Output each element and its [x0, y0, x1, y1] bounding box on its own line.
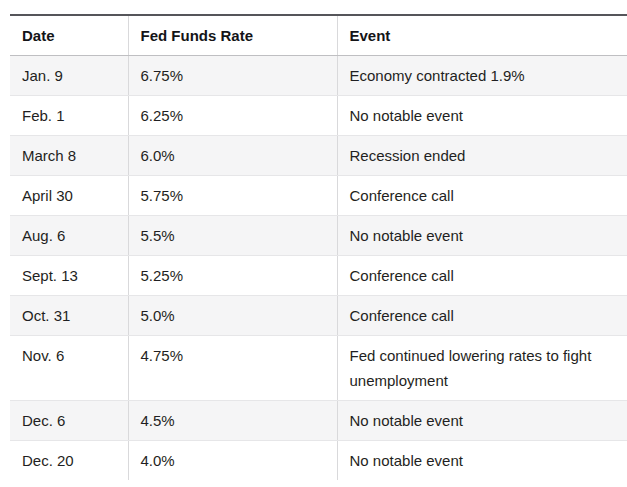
column-header-date: Date: [10, 15, 128, 56]
event-cell: Conference call: [337, 296, 627, 336]
date-cell: Dec. 6: [10, 401, 128, 441]
rate-cell: 5.0%: [128, 296, 337, 336]
rate-cell: 4.5%: [128, 401, 337, 441]
date-cell: Aug. 6: [10, 216, 128, 256]
date-cell: Oct. 31: [10, 296, 128, 336]
event-cell: Recession ended: [337, 136, 627, 176]
date-cell: Jan. 9: [10, 56, 128, 96]
date-cell: Feb. 1: [10, 96, 128, 136]
rate-cell: 4.75%: [128, 336, 337, 401]
table-header: Date Fed Funds Rate Event: [10, 15, 627, 56]
rates-table: Date Fed Funds Rate Event Jan. 9 6.75% E…: [10, 14, 627, 480]
table-row: Jan. 9 6.75% Economy contracted 1.9%: [10, 56, 627, 96]
date-cell: Dec. 20: [10, 441, 128, 481]
column-header-event: Event: [337, 15, 627, 56]
date-cell: April 30: [10, 176, 128, 216]
event-cell: No notable event: [337, 441, 627, 481]
table-row: Aug. 6 5.5% No notable event: [10, 216, 627, 256]
rate-cell: 5.75%: [128, 176, 337, 216]
page: Date Fed Funds Rate Event Jan. 9 6.75% E…: [0, 0, 627, 487]
table-row: Dec. 6 4.5% No notable event: [10, 401, 627, 441]
table-row: March 8 6.0% Recession ended: [10, 136, 627, 176]
event-cell: Conference call: [337, 256, 627, 296]
table-body: Jan. 9 6.75% Economy contracted 1.9% Feb…: [10, 56, 627, 481]
table-row: April 30 5.75% Conference call: [10, 176, 627, 216]
table-row: Sept. 13 5.25% Conference call: [10, 256, 627, 296]
event-cell: No notable event: [337, 96, 627, 136]
event-cell: No notable event: [337, 216, 627, 256]
column-header-rate: Fed Funds Rate: [128, 15, 337, 56]
rate-cell: 6.75%: [128, 56, 337, 96]
event-cell: Fed continued lowering rates to fight un…: [337, 336, 627, 401]
rate-cell: 5.25%: [128, 256, 337, 296]
table-row: Nov. 6 4.75% Fed continued lowering rate…: [10, 336, 627, 401]
date-cell: March 8: [10, 136, 128, 176]
event-cell: Economy contracted 1.9%: [337, 56, 627, 96]
rate-cell: 6.0%: [128, 136, 337, 176]
fed-funds-rate-table: Date Fed Funds Rate Event Jan. 9 6.75% E…: [10, 14, 627, 480]
table-row: Oct. 31 5.0% Conference call: [10, 296, 627, 336]
table-row: Dec. 20 4.0% No notable event: [10, 441, 627, 481]
event-cell: Conference call: [337, 176, 627, 216]
header-row: Date Fed Funds Rate Event: [10, 15, 627, 56]
rate-cell: 5.5%: [128, 216, 337, 256]
date-cell: Sept. 13: [10, 256, 128, 296]
event-cell: No notable event: [337, 401, 627, 441]
rate-cell: 6.25%: [128, 96, 337, 136]
table-row: Feb. 1 6.25% No notable event: [10, 96, 627, 136]
rate-cell: 4.0%: [128, 441, 337, 481]
date-cell: Nov. 6: [10, 336, 128, 401]
